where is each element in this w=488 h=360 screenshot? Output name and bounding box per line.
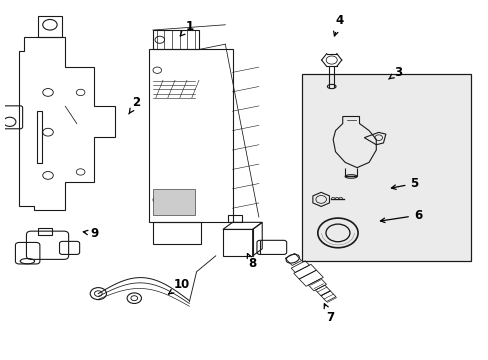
Text: 6: 6 <box>380 209 421 222</box>
Bar <box>153 30 199 49</box>
Text: 7: 7 <box>324 304 334 324</box>
Bar <box>37 112 41 163</box>
Bar <box>227 215 242 222</box>
Text: 10: 10 <box>168 278 190 294</box>
Bar <box>148 49 232 222</box>
Bar <box>223 229 252 256</box>
Text: 1: 1 <box>180 20 193 36</box>
Bar <box>153 189 195 215</box>
Text: 3: 3 <box>388 66 401 79</box>
Text: 8: 8 <box>247 253 256 270</box>
Text: 9: 9 <box>83 227 99 240</box>
Text: 2: 2 <box>128 96 141 114</box>
Text: 4: 4 <box>333 14 343 36</box>
Text: 5: 5 <box>390 177 418 190</box>
Bar <box>153 222 201 244</box>
Bar <box>302 74 470 261</box>
Bar <box>39 228 52 235</box>
